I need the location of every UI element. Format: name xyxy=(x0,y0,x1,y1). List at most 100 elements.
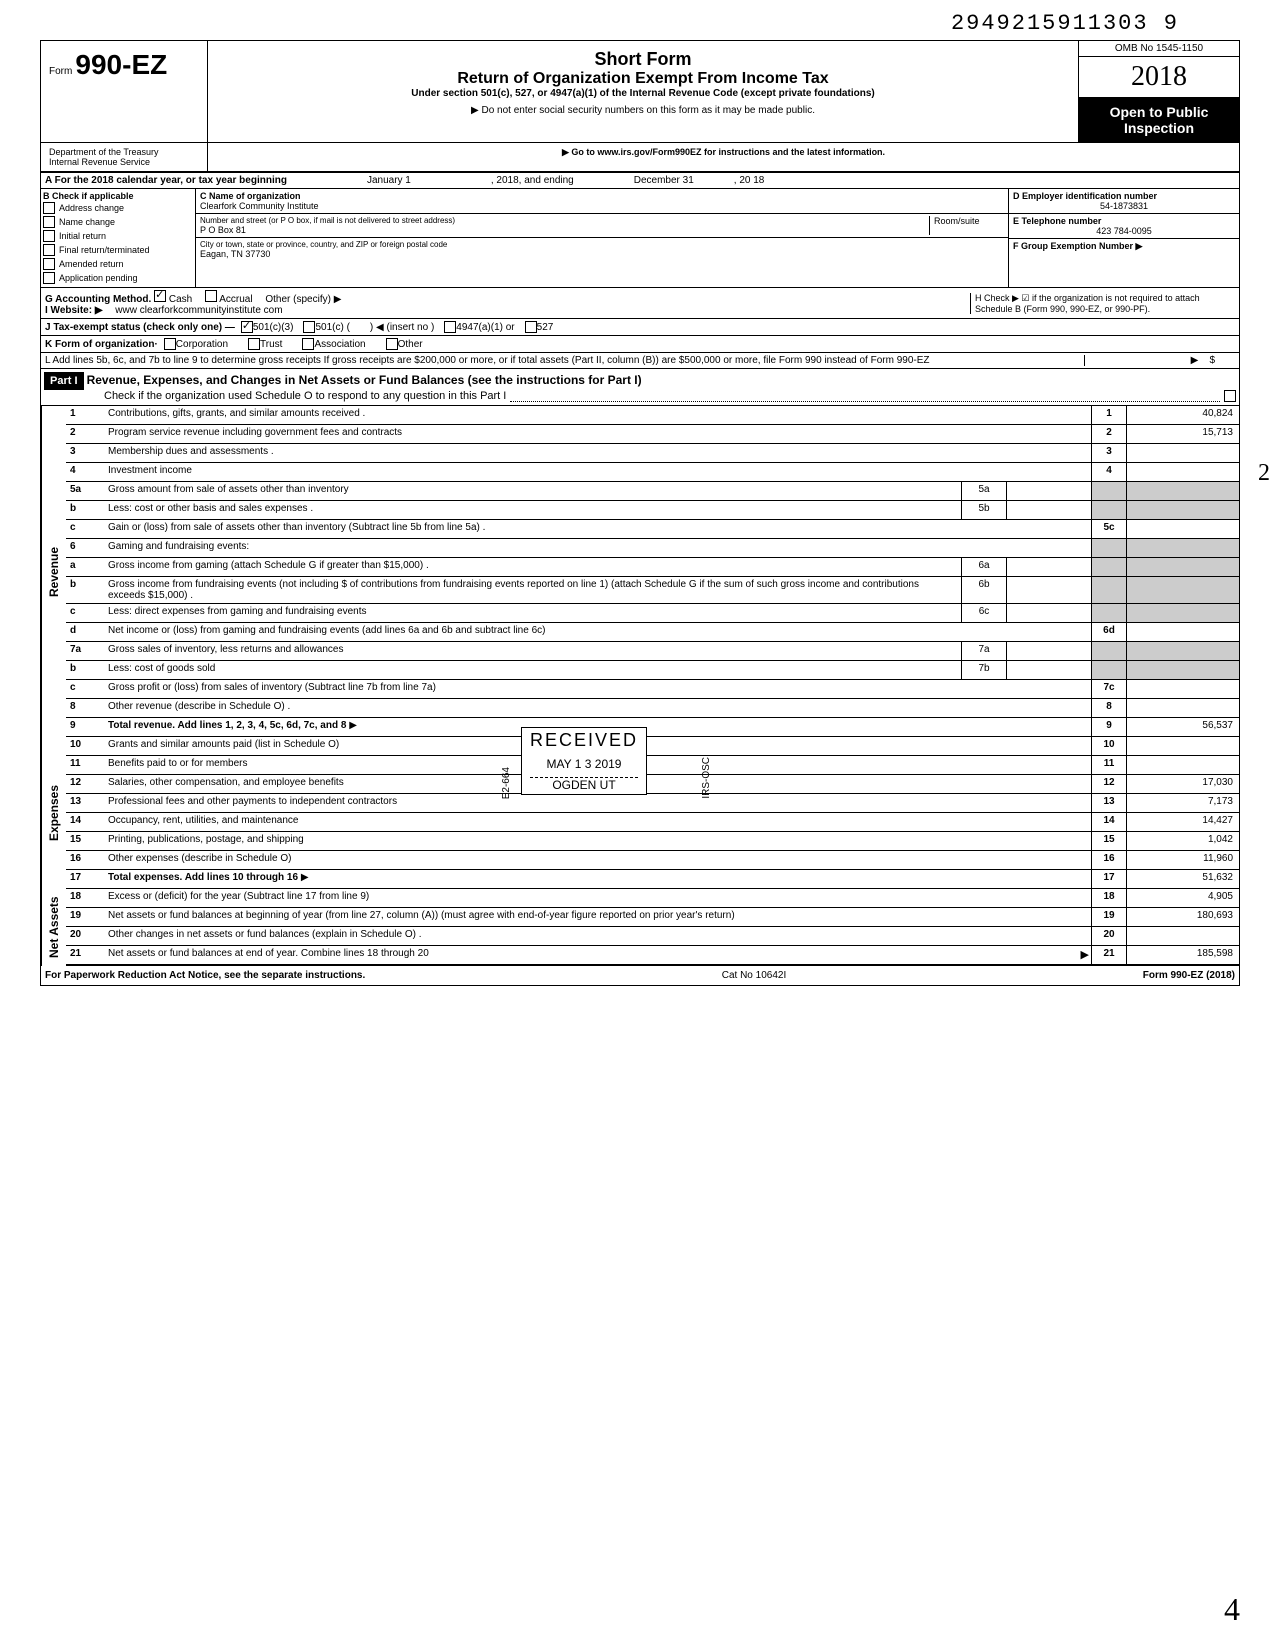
chk-501c3[interactable] xyxy=(241,321,253,333)
chk-527[interactable] xyxy=(525,321,537,333)
d-label: D Employer identification number xyxy=(1013,191,1157,201)
short-form-label: Short Form xyxy=(216,49,1070,70)
line-2-desc: Program service revenue including govern… xyxy=(104,425,1091,443)
line-6d-desc: Net income or (loss) from gaming and fun… xyxy=(104,623,1091,641)
f-label: F Group Exemption Number ▶ xyxy=(1013,241,1142,251)
line-17-desc: Total expenses. Add lines 10 through 16 xyxy=(108,872,298,883)
footer-left: For Paperwork Reduction Act Notice, see … xyxy=(45,970,365,981)
line-17-val: 51,632 xyxy=(1126,870,1239,888)
line-7b-desc: Less: cost of goods sold xyxy=(104,661,961,679)
footer-mid: Cat No 10642I xyxy=(722,970,787,981)
line-15-desc: Printing, publications, postage, and shi… xyxy=(104,832,1091,850)
chk-final-return[interactable]: Final return/terminated xyxy=(43,243,193,257)
line-14-val: 14,427 xyxy=(1126,813,1239,831)
chk-schedule-o[interactable] xyxy=(1224,390,1236,402)
chk-assoc[interactable] xyxy=(302,338,314,350)
chk-accrual[interactable] xyxy=(205,290,217,302)
section-a: A For the 2018 calendar year, or tax yea… xyxy=(41,173,1239,189)
header: Form 990-EZ Short Form Return of Organiz… xyxy=(41,41,1239,143)
room-suite: Room/suite xyxy=(929,216,1004,235)
chk-app-pending[interactable]: Application pending xyxy=(43,271,193,285)
line-13-desc: Professional fees and other payments to … xyxy=(104,794,1091,812)
revenue-label: Revenue xyxy=(41,406,66,737)
ein: 54-1873831 xyxy=(1013,201,1235,211)
line-19-desc: Net assets or fund balances at beginning… xyxy=(104,908,1091,926)
line-7a-desc: Gross sales of inventory, less returns a… xyxy=(104,642,961,660)
document-id-number: 2949215911303 9 xyxy=(951,11,1179,36)
tax-year: 20201818 xyxy=(1079,57,1239,98)
section-c: C Name of organization Clearfork Communi… xyxy=(196,189,1009,287)
line-5a-desc: Gross amount from sale of assets other t… xyxy=(104,482,961,500)
line-2-val: 15,713 xyxy=(1126,425,1239,443)
line-20-val xyxy=(1126,927,1239,945)
tail-text: , 20 18 xyxy=(734,175,765,186)
line-8-desc: Other revenue (describe in Schedule O) . xyxy=(104,699,1091,717)
website: www clearforkcommunityinstitute com xyxy=(115,305,282,316)
handwritten-4: 4 xyxy=(1224,1591,1240,1628)
line-18-val: 4,905 xyxy=(1126,889,1239,907)
line-21-desc: Net assets or fund balances at end of ye… xyxy=(104,946,1079,964)
section-a-label: A For the 2018 calendar year, or tax yea… xyxy=(45,175,287,186)
line-5c-desc: Gain or (loss) from sale of assets other… xyxy=(104,520,1091,538)
line-21-val: 185,598 xyxy=(1126,946,1239,964)
line-7c-desc: Gross profit or (loss) from sales of inv… xyxy=(104,680,1091,698)
line-6c-desc: Less: direct expenses from gaming and fu… xyxy=(104,604,961,622)
city: Eagan, TN 37730 xyxy=(200,249,1004,259)
line-4-val xyxy=(1126,463,1239,481)
telephone: 423 784-0095 xyxy=(1013,226,1235,236)
c-label: C Name of organization xyxy=(200,191,1004,201)
line-8-val xyxy=(1126,699,1239,717)
form-id-box: Form 990-EZ xyxy=(41,41,208,142)
info-grid: B Check if applicable Address change Nam… xyxy=(41,189,1239,288)
form-990ez: 2949215911303 9 Form 990-EZ Short Form R… xyxy=(40,40,1240,986)
line-12-val: 17,030 xyxy=(1126,775,1239,793)
city-label: City or town, state or province, country… xyxy=(200,240,1004,249)
line-6a-desc: Gross income from gaming (attach Schedul… xyxy=(104,558,961,576)
line-9-val: 56,537 xyxy=(1126,718,1239,736)
footer-right: Form 990-EZ (2018) xyxy=(1143,970,1235,981)
chk-other[interactable] xyxy=(386,338,398,350)
form-number: 990-EZ xyxy=(75,49,167,80)
title-box: Short Form Return of Organization Exempt… xyxy=(208,41,1079,142)
line-4-desc: Investment income xyxy=(104,463,1091,481)
subtitle: Under section 501(c), 527, or 4947(a)(1)… xyxy=(216,88,1070,99)
line-7c-val xyxy=(1126,680,1239,698)
handwritten-2: 2 xyxy=(1258,460,1270,487)
irs-osc-stamp: IRS-OSC xyxy=(701,757,712,799)
omb-number: OMB No 1545-1150 xyxy=(1079,41,1239,57)
line-6d-val xyxy=(1126,623,1239,641)
e2-664-stamp: E2-664 xyxy=(501,767,512,799)
line-3-desc: Membership dues and assessments . xyxy=(104,444,1091,462)
chk-4947[interactable] xyxy=(444,321,456,333)
open-to-public: Open to Public Inspection xyxy=(1079,98,1239,142)
chk-amended[interactable]: Amended return xyxy=(43,257,193,271)
section-b: B Check if applicable Address change Nam… xyxy=(41,189,196,287)
g-label: G Accounting Method. xyxy=(45,294,151,305)
return-title: Return of Organization Exempt From Incom… xyxy=(216,70,1070,88)
chk-name-change[interactable]: Name change xyxy=(43,215,193,229)
warning-ssn: ▶ Do not enter social security numbers o… xyxy=(216,105,1070,116)
line-20-desc: Other changes in net assets or fund bala… xyxy=(104,927,1091,945)
line-1-desc: Contributions, gifts, grants, and simila… xyxy=(104,406,1091,424)
section-b-header: B Check if applicable xyxy=(43,191,134,201)
chk-address-change[interactable]: Address change xyxy=(43,201,193,215)
right-header-box: OMB No 1545-1150 20201818 Open to Public… xyxy=(1079,41,1239,142)
line-6-desc: Gaming and fundraising events: xyxy=(104,539,1091,557)
chk-cash[interactable] xyxy=(154,290,166,302)
chk-trust[interactable] xyxy=(248,338,260,350)
l-text: L Add lines 5b, 6c, and 7b to line 9 to … xyxy=(45,355,1084,366)
chk-initial-return[interactable]: Initial return xyxy=(43,229,193,243)
part1-label: Part I xyxy=(44,372,84,390)
k-label: K Form of organization· xyxy=(45,339,158,350)
i-label: I Website: ▶ xyxy=(45,305,103,316)
line-16-val: 11,960 xyxy=(1126,851,1239,869)
expenses-label: Expenses xyxy=(41,737,66,889)
line-5c-val xyxy=(1126,520,1239,538)
begin-date: January 1 xyxy=(367,175,411,186)
row-h: H Check ▶ ☑ if the organization is not r… xyxy=(970,293,1235,314)
chk-501c[interactable] xyxy=(303,321,315,333)
form-prefix: Form xyxy=(49,66,72,77)
part1-header: Part I Revenue, Expenses, and Changes in… xyxy=(41,369,1239,406)
chk-corp[interactable] xyxy=(164,338,176,350)
netassets-label: Net Assets xyxy=(41,889,66,966)
